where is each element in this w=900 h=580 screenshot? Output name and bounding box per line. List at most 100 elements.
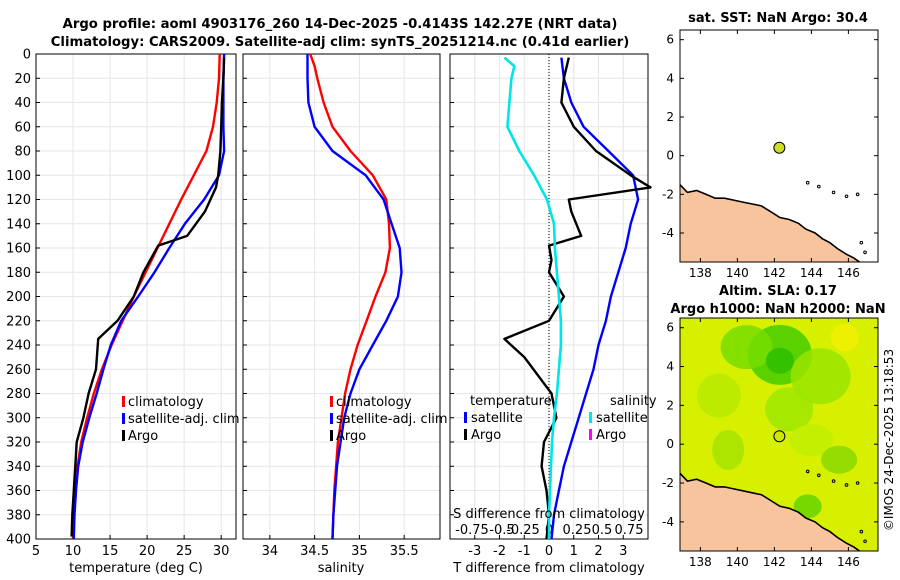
island — [805, 180, 810, 185]
legend-label-t-argo: Argo — [471, 428, 501, 443]
y-tick-label: 20 — [14, 72, 31, 87]
temperature-panel: 5 10 15 20 25 3002040608010012014016018020022… — [6, 48, 237, 559]
s-tick-label: 0.5 — [592, 523, 613, 538]
sla-anomaly-core — [765, 347, 794, 374]
island — [805, 469, 810, 474]
x-tick-label: 35 — [351, 544, 368, 559]
imos-credit: ©IMOS 24-Dec-2025 13:18:53 — [882, 349, 896, 531]
map-x-tick-label: 142 — [763, 266, 786, 280]
y-tick-label: 240 — [6, 339, 31, 354]
y-tick-label: 40 — [14, 96, 31, 111]
island — [859, 529, 864, 534]
island — [855, 481, 860, 485]
x-tick-label: 15 — [102, 544, 119, 559]
sla-anomaly-patch — [821, 445, 858, 474]
y-tick-label: 140 — [6, 217, 31, 232]
island — [859, 240, 864, 245]
sla-anomaly-patch — [712, 430, 745, 471]
sst-map-title: sat. SST: NaN Argo: 30.4 — [688, 11, 868, 26]
x-tick-label: 3 — [619, 544, 627, 559]
map-frame — [679, 317, 879, 552]
legend-swatch-climatology — [122, 396, 125, 407]
map-x-tick-label: 144 — [800, 555, 823, 569]
sla-anomaly-patch — [789, 424, 834, 457]
series-argo — [70, 57, 226, 537]
legend-label-satellite: satellite-adj. clim — [128, 412, 240, 427]
x-tick-label: 34 — [262, 544, 279, 559]
legend-swatch-argo — [122, 430, 125, 441]
x-tick-label: -3 — [468, 544, 481, 559]
legend-label-satellite: satellite-adj. clim — [336, 412, 448, 427]
series-t-argo — [503, 57, 652, 540]
legend-title-salinity: salinity — [610, 394, 657, 409]
map-y-tick-label: -2 — [662, 187, 674, 201]
map-y-tick-label: 0 — [666, 149, 674, 163]
y-tick-label: 60 — [14, 120, 31, 135]
sla-anomaly-patch — [790, 348, 851, 405]
y-tick-label: 380 — [6, 508, 31, 523]
y-tick-label: 360 — [6, 484, 31, 499]
legend-label-climatology: climatology — [336, 395, 412, 410]
legend-label-s-argo: Argo — [596, 428, 626, 443]
s-tick-label: 0.25 — [563, 523, 592, 538]
map-y-tick-label: 4 — [666, 71, 674, 85]
x-tick-label: 25 — [176, 544, 193, 559]
island — [863, 539, 867, 544]
legend-swatch-argo — [330, 430, 333, 441]
map-y-tick-label: -4 — [662, 226, 674, 240]
x-tick-label: 20 — [139, 544, 156, 559]
y-tick-label: 340 — [6, 460, 31, 475]
x-tick-label: -1 — [518, 544, 531, 559]
x-tick-label: 0 — [545, 544, 553, 559]
legend-swatch-satellite — [122, 413, 125, 424]
island — [844, 194, 849, 199]
legend-label-s-satellite: satellite — [596, 411, 648, 426]
x-tick-label: 5 — [32, 544, 40, 559]
legend-swatch-t-argo — [464, 429, 467, 440]
axes-frame — [35, 53, 237, 540]
y-tick-label: 320 — [6, 436, 31, 451]
sla-map-title-line2: Argo h1000: NaN h2000: NaN — [670, 302, 885, 317]
legend-label-argo: Argo — [336, 429, 366, 444]
x-tick-label: 2 — [594, 544, 602, 559]
legend-swatch-climatology — [330, 396, 333, 407]
sla-anomaly-patch — [765, 387, 814, 432]
island — [831, 479, 836, 483]
argo-location-marker — [773, 141, 786, 154]
x-tick-label: -2 — [493, 544, 506, 559]
island — [855, 192, 860, 197]
map-y-tick-label: 6 — [666, 321, 674, 335]
map-y-tick-label: 2 — [666, 398, 674, 412]
x-tick-label: 35.5 — [390, 544, 419, 559]
island — [816, 184, 821, 189]
coastline — [679, 472, 860, 552]
map-x-tick-label: 138 — [689, 266, 712, 280]
y-tick-label: 80 — [14, 145, 31, 160]
y-tick-label: 220 — [6, 314, 31, 329]
sla-map-title-line1: Altim. SLA: 0.17 — [719, 284, 837, 299]
sla-anomaly-patch — [830, 323, 859, 352]
y-tick-label: 100 — [6, 169, 31, 184]
salinity-xlabel: salinity — [318, 561, 365, 576]
map-y-tick-label: -4 — [662, 515, 674, 529]
sst-map: 138 140 142 144 146 6 4 2 0 -2 -4 — [662, 29, 879, 280]
map-x-tick-label: 144 — [800, 266, 823, 280]
s-tick-label: -0.5 — [489, 523, 514, 538]
series-climatology — [309, 53, 392, 540]
legend-title-temperature: temperature — [470, 394, 552, 409]
temperature-legend: climatology satellite-adj. clim Argo — [122, 395, 240, 444]
axes-frame — [242, 53, 441, 540]
map-x-tick-label: 140 — [726, 266, 749, 280]
y-tick-label: 120 — [6, 193, 31, 208]
figure-title-line1: Argo profile: aoml 4903176_260 14-Dec-20… — [63, 17, 618, 32]
x-tick-label: 1 — [570, 544, 578, 559]
x-tick-label: 10 — [65, 544, 82, 559]
map-y-tick-label: 2 — [666, 110, 674, 124]
sla-anomaly-patch — [696, 373, 741, 418]
y-tick-label: 280 — [6, 387, 31, 402]
map-y-tick-label: -2 — [662, 476, 674, 490]
temperature-xlabel: temperature (deg C) — [69, 561, 203, 576]
series-t-satellite — [550, 57, 640, 540]
legend-label-t-satellite: satellite — [471, 411, 523, 426]
